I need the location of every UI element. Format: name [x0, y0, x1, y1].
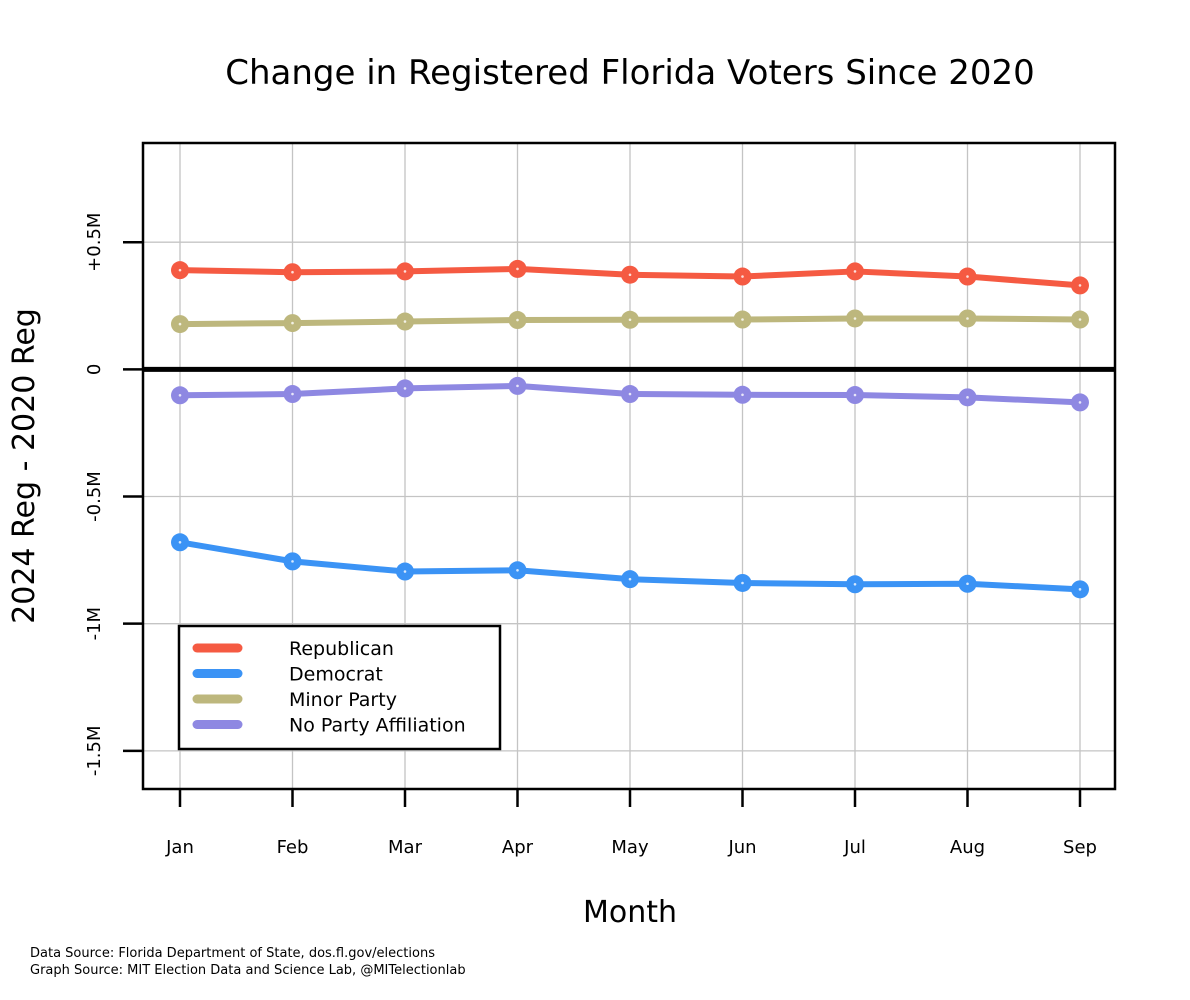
- point-center-democrat-feb: [291, 560, 294, 563]
- point-center-republican-feb: [291, 270, 294, 274]
- point-center-minor-party-jun: [741, 318, 744, 321]
- point-center-republican-jul: [853, 270, 857, 273]
- y-tick-label-0: +0.5M: [84, 213, 105, 272]
- point-center-democrat-jun: [741, 581, 744, 585]
- point-center-democrat-aug: [966, 582, 969, 586]
- x-tick-label-feb: Feb: [277, 837, 309, 858]
- x-tick-label-aug: Aug: [950, 837, 985, 858]
- axes: Jan Feb Mar Apr May Jun Jul Aug Sep +0.5M 0 -0.5M -1…: [84, 213, 1097, 858]
- graph-source-note: Graph Source: MIT Election Data and Scie…: [30, 963, 466, 978]
- x-tick-label-mar: Mar: [388, 837, 423, 858]
- point-center-no-party-affiliation-apr: [516, 384, 519, 388]
- point-center-minor-party-aug: [966, 317, 969, 320]
- point-center-republican-may: [628, 273, 632, 277]
- point-center-minor-party-apr: [516, 318, 519, 322]
- chart-title: Change in Registered Florida Voters Sinc…: [225, 53, 1034, 93]
- legend-label-minor-party: Minor Party: [289, 689, 397, 711]
- point-center-democrat-jul: [853, 582, 857, 586]
- point-center-minor-party-jan: [178, 322, 182, 326]
- point-center-democrat-jan: [178, 540, 182, 544]
- point-center-minor-party-may: [628, 318, 632, 322]
- point-center-no-party-affiliation-jul: [853, 393, 857, 397]
- y-tick-label-2: -0.5M: [84, 471, 105, 522]
- y-tick-label-4: -1.5M: [84, 726, 105, 777]
- point-center-no-party-affiliation-aug: [966, 396, 969, 399]
- point-center-no-party-affiliation-feb: [291, 392, 294, 396]
- point-center-no-party-affiliation-jan: [178, 393, 182, 397]
- point-center-minor-party-mar: [403, 320, 407, 323]
- y-axis-title: 2024 Reg - 2020 Reg: [7, 308, 42, 624]
- y-tick-label-3: -1M: [84, 607, 105, 640]
- legend-label-no-party-affiliation: No Party Affiliation: [289, 715, 466, 737]
- point-center-minor-party-feb: [291, 321, 294, 325]
- x-axis-title: Month: [583, 895, 677, 930]
- x-tick-label-sep: Sep: [1063, 837, 1097, 858]
- point-center-no-party-affiliation-jun: [741, 393, 744, 397]
- x-tick-label-jun: Jun: [727, 837, 756, 858]
- point-center-democrat-may: [628, 577, 632, 581]
- point-center-no-party-affiliation-may: [628, 392, 632, 396]
- point-center-republican-jan: [178, 268, 182, 272]
- series-republican: [171, 259, 1089, 295]
- y-tick-label-1: 0: [84, 364, 105, 375]
- point-center-democrat-sep: [1078, 588, 1082, 591]
- point-center-no-party-affiliation-sep: [1078, 401, 1082, 404]
- point-center-republican-apr: [516, 267, 519, 271]
- x-tick-label-apr: Apr: [502, 837, 534, 858]
- point-center-minor-party-sep: [1078, 318, 1082, 321]
- series-no-party-affiliation: [171, 376, 1089, 412]
- legend-label-republican: Republican: [289, 638, 394, 660]
- point-center-minor-party-jul: [853, 317, 857, 320]
- legend: Republican Democrat Minor Party No Party Af…: [177, 624, 502, 751]
- series-democrat: [171, 533, 1089, 599]
- point-center-democrat-apr: [516, 568, 519, 572]
- x-tick-label-jan: Jan: [165, 837, 194, 858]
- x-tick-label-may: May: [611, 837, 649, 858]
- point-center-republican-jun: [741, 275, 744, 278]
- data-source-note: Data Source: Florida Department of State…: [30, 946, 435, 961]
- point-center-republican-sep: [1078, 284, 1082, 287]
- point-center-republican-aug: [966, 275, 969, 278]
- series-minor-party: [171, 309, 1089, 334]
- point-center-no-party-affiliation-mar: [403, 387, 407, 390]
- legend-label-democrat: Democrat: [289, 664, 383, 686]
- series-group: [171, 259, 1089, 599]
- point-center-democrat-mar: [403, 570, 407, 573]
- x-tick-label-jul: Jul: [843, 837, 866, 858]
- point-center-republican-mar: [403, 270, 407, 273]
